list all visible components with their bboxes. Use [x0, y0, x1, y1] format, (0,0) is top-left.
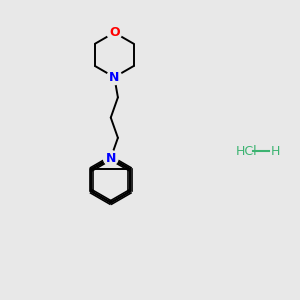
- Text: N: N: [106, 152, 116, 164]
- Circle shape: [107, 25, 122, 40]
- Circle shape: [107, 70, 122, 85]
- Text: O: O: [109, 26, 120, 39]
- Circle shape: [103, 151, 118, 166]
- Text: H: H: [270, 145, 280, 158]
- Text: HCl: HCl: [236, 145, 258, 158]
- Text: N: N: [109, 71, 119, 84]
